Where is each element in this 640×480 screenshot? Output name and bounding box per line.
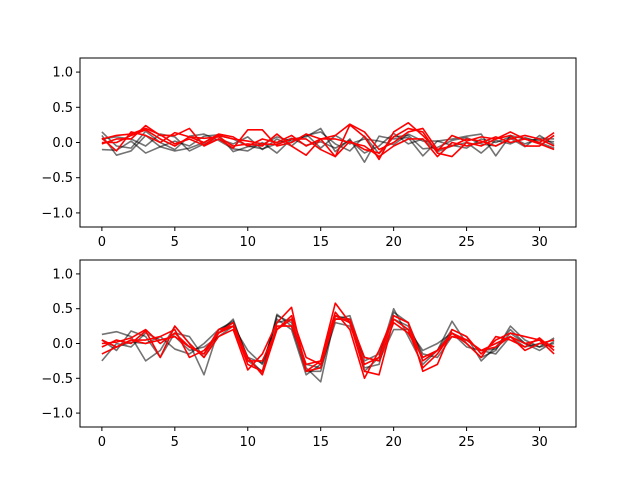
top-predicted-line-6 (101, 124, 555, 158)
bottom-x-tick-label-25: 25 (458, 435, 475, 450)
bottom-x-tick-label-5: 5 (171, 435, 179, 450)
top-reference-line-1 (101, 127, 555, 164)
top-subplot-series (101, 121, 555, 164)
bottom-subplot-series (101, 302, 555, 383)
top-subplot-x-axis: 0 5 10 15 20 25 30 (98, 227, 548, 250)
top-y-tick-label-4: 1.0 (52, 66, 73, 81)
top-x-tick-label-20: 20 (385, 235, 402, 250)
bottom-predicted-line-6 (101, 302, 555, 376)
top-subplot: 0 5 10 15 20 25 30 −1.0 −0.5 0.0 0.5 1.0 (41, 57, 577, 250)
top-x-tick-label-15: 15 (312, 235, 329, 250)
bottom-x-tick-label-15: 15 (312, 435, 329, 450)
bottom-x-tick-label-30: 30 (531, 435, 548, 450)
top-reference-line-3 (101, 132, 555, 154)
top-subplot-y-axis: −1.0 −0.5 0.0 0.5 1.0 (41, 66, 80, 221)
top-y-tick-label-1: −0.5 (41, 171, 73, 186)
bottom-y-tick-label-4: 1.0 (52, 267, 73, 282)
top-x-tick-label-10: 10 (239, 235, 256, 250)
top-y-tick-label-0: −1.0 (41, 206, 73, 221)
bottom-x-tick-label-10: 10 (239, 435, 256, 450)
bottom-predicted-line-8 (101, 314, 555, 373)
bottom-y-tick-label-0: −1.0 (41, 407, 73, 422)
top-x-tick-label-25: 25 (458, 235, 475, 250)
top-predicted-line-7 (101, 123, 555, 156)
bottom-subplot: 0 5 10 15 20 25 30 −1.0 −0.5 0.0 0.5 1.0 (41, 259, 577, 450)
bottom-y-tick-label-3: 0.5 (52, 302, 73, 317)
bottom-x-tick-label-20: 20 (385, 435, 402, 450)
top-x-tick-label-5: 5 (171, 235, 179, 250)
top-predicted-line-5 (101, 121, 555, 161)
top-predicted-line-8 (101, 129, 555, 158)
top-y-tick-label-3: 0.5 (52, 101, 73, 116)
bottom-predicted-line-5 (101, 306, 555, 380)
top-x-tick-label-0: 0 (98, 235, 106, 250)
bottom-subplot-x-axis: 0 5 10 15 20 25 30 (98, 427, 548, 450)
top-x-tick-label-30: 30 (531, 235, 548, 250)
bottom-y-tick-label-1: −0.5 (41, 372, 73, 387)
bottom-y-tick-label-2: 0.0 (52, 337, 73, 352)
top-y-tick-label-2: 0.0 (52, 136, 73, 151)
bottom-x-tick-label-0: 0 (98, 435, 106, 450)
bottom-subplot-y-axis: −1.0 −0.5 0.0 0.5 1.0 (41, 267, 80, 422)
